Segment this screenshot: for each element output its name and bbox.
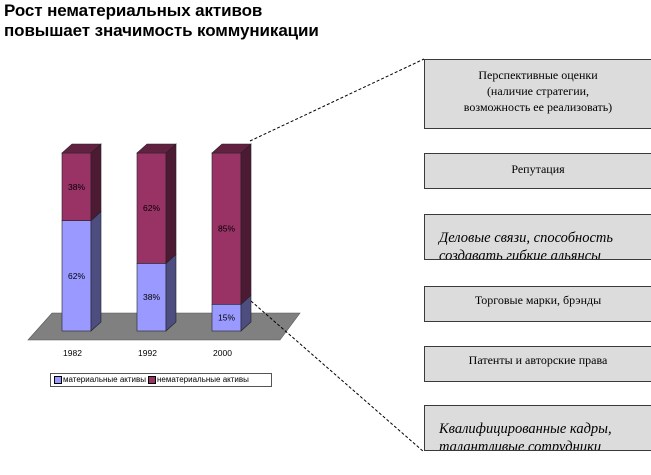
legend-item-intangible: нематериальные активы xyxy=(148,373,249,387)
legend-label-intangible: нематериальные активы xyxy=(157,375,249,384)
box-patents-copyrights: Патенты и авторские права xyxy=(424,346,651,382)
x-tick-label-1992: 1992 xyxy=(138,348,157,358)
box3-line1: Деловые связи, способность xyxy=(439,230,613,246)
bar-group-1992: 38% 62% xyxy=(136,143,177,332)
box3-line2: создавать гибкие альянсы xyxy=(439,248,601,260)
data-label-2000-series0: 15% xyxy=(218,313,235,323)
legend-item-tangible: материальные активы xyxy=(54,373,146,387)
bar-side-2000-series1 xyxy=(240,143,252,305)
title-line-1: Рост нематериальных активов xyxy=(4,1,263,20)
box2-line1: Репутация xyxy=(511,162,565,176)
data-label-2000-series1: 85% xyxy=(218,224,235,234)
slide-title: Рост нематериальных активов повышает зна… xyxy=(4,1,319,41)
connector-line-top xyxy=(249,58,425,142)
x-tick-label-2000: 2000 xyxy=(213,348,232,358)
title-line-2: повышает значимость коммуникации xyxy=(4,21,319,40)
bar-side-1982-series0 xyxy=(90,210,102,332)
data-label-1982-series1: 38% xyxy=(68,182,85,192)
box6-line1: Квалифицированные кадры, xyxy=(439,421,612,437)
chart-legend: материальные активы нематериальные актив… xyxy=(50,373,272,387)
box-reputation: Репутация xyxy=(424,153,651,189)
bar-side-1982-series1 xyxy=(90,143,102,222)
box6-line2: талантливые сотрудники xyxy=(439,439,602,451)
bar-top-1992 xyxy=(136,143,177,154)
box5-line1: Патенты и авторские права xyxy=(468,353,608,367)
legend-swatch-intangible xyxy=(148,376,157,384)
box-trademarks-brands: Торговые марки, брэнды xyxy=(424,286,651,322)
data-label-1992-series0: 38% xyxy=(143,292,160,302)
box1-line3: возможность ее реализовать) xyxy=(463,100,613,114)
x-tick-label-1982: 1982 xyxy=(63,348,82,358)
bar-2000-series1 xyxy=(211,152,242,305)
legend-label-tangible: материальные активы xyxy=(63,375,147,384)
bar-group-2000: 15% 85% xyxy=(211,143,252,332)
box1-line2: (наличие стратегии, xyxy=(486,84,590,98)
bar-2000-series0 xyxy=(211,303,242,332)
box-qualified-staff: Квалифицированные кадры, талантливые сот… xyxy=(424,405,651,451)
box4-line1: Торговые марки, брэнды xyxy=(474,293,602,307)
data-label-1982-series0: 62% xyxy=(68,271,85,281)
bar-group-1982: 62% 38% xyxy=(61,143,102,332)
bar-top-1982 xyxy=(61,143,102,154)
box-prospective-estimates: Перспективные оценки (наличие стратегии,… xyxy=(424,59,651,129)
data-label-1992-series1: 62% xyxy=(143,203,160,213)
bar-side-1992-series0 xyxy=(165,253,177,332)
bar-top-2000 xyxy=(211,143,252,154)
bar-side-1992-series1 xyxy=(165,143,177,265)
legend-swatch-tangible xyxy=(54,376,62,384)
box-business-connections: Деловые связи, способность создавать гиб… xyxy=(424,214,651,260)
connector-line-bottom xyxy=(250,300,425,453)
bar-1992-series1 xyxy=(136,152,167,264)
box1-line1: Перспективные оценки xyxy=(478,68,598,82)
